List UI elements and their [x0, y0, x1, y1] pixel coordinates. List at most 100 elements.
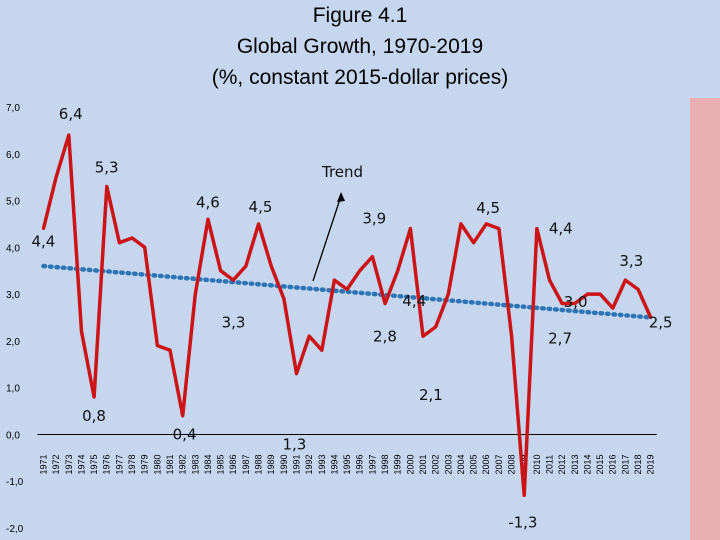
data-point: [332, 278, 336, 282]
x-tick-label: 2004: [456, 454, 466, 474]
data-label: 0,4: [173, 426, 197, 444]
data-point: [370, 255, 374, 259]
x-tick-label: 1995: [342, 454, 352, 474]
y-tick-label: 7,0: [6, 103, 20, 114]
x-tick-label: 2008: [507, 454, 517, 474]
y-tick-label: -2,0: [6, 524, 24, 535]
data-point: [522, 493, 526, 497]
data-point: [548, 278, 551, 282]
data-label: 3,3: [222, 314, 246, 332]
x-tick-label: 1992: [304, 454, 314, 474]
x-tick-label: 2017: [620, 454, 630, 474]
data-point: [295, 372, 298, 376]
x-tick-label: 1984: [203, 454, 213, 474]
data-label: 4,5: [249, 198, 273, 216]
data-label: 4,4: [402, 292, 426, 310]
data-label: -1,3: [508, 513, 537, 531]
y-tick-label: 0,0: [6, 430, 20, 441]
data-point: [42, 227, 45, 231]
x-tick-label: 1991: [292, 454, 302, 474]
data-label: 4,4: [32, 233, 56, 251]
y-tick-label: 5,0: [6, 197, 20, 208]
x-tick-label: 2001: [418, 454, 428, 474]
title-panel: Figure 4.1 Global Growth, 1970-2019 (%, …: [0, 0, 720, 98]
data-point: [408, 227, 412, 231]
y-tick-label: 1,0: [6, 384, 20, 395]
x-tick-label: 1980: [152, 454, 162, 474]
y-tick-label: 4,0: [6, 243, 20, 254]
data-point: [472, 241, 476, 245]
x-tick-label: 1977: [114, 454, 124, 474]
data-point: [535, 227, 539, 231]
x-tick-label: 2016: [608, 454, 618, 474]
data-point: [269, 264, 273, 268]
x-tick-label: 2018: [633, 454, 643, 474]
x-tick-label: 1993: [317, 454, 327, 474]
y-tick-label: 2,0: [6, 337, 20, 348]
x-tick-label: 1996: [355, 454, 365, 474]
data-point: [573, 301, 577, 305]
x-tick-label: 2012: [557, 454, 567, 474]
x-tick-label: 1989: [266, 454, 276, 474]
data-point: [155, 344, 159, 348]
data-point: [168, 348, 172, 352]
data-point: [636, 287, 640, 291]
data-point: [244, 264, 248, 268]
data-point: [358, 269, 362, 273]
data-label: 5,3: [95, 159, 119, 177]
data-label: 3,9: [362, 210, 386, 228]
x-tick-label: 1978: [127, 454, 137, 474]
x-tick-label: 2005: [469, 454, 479, 474]
x-tick-label: 1979: [140, 454, 150, 474]
x-tick-label: 1976: [102, 454, 112, 474]
x-tick-label: 1982: [178, 454, 188, 474]
y-tick-label: 6,0: [6, 150, 20, 161]
data-point: [320, 348, 324, 352]
data-label: 4,5: [476, 199, 500, 217]
x-tick-label: 1999: [393, 454, 403, 474]
data-label: 2,1: [419, 386, 443, 404]
data-point: [649, 316, 653, 319]
data-point: [231, 278, 235, 282]
x-tick-label: 2003: [443, 454, 453, 474]
data-point: [611, 306, 615, 310]
data-point: [117, 241, 121, 245]
data-point: [67, 133, 71, 137]
y-tick-label: -1,0: [6, 477, 24, 488]
chart-title-line-2: Global Growth, 1970-2019: [236, 35, 484, 58]
data-point: [143, 245, 147, 249]
data-point: [282, 297, 286, 301]
data-label: 0,8: [82, 407, 106, 425]
data-point: [307, 334, 311, 338]
data-point: [79, 330, 83, 334]
data-label: 2,8: [373, 327, 397, 345]
data-label: 2,7: [548, 329, 572, 347]
x-tick-label: 1986: [228, 454, 238, 474]
data-point: [434, 325, 438, 329]
data-label: 3,0: [564, 293, 588, 311]
data-point: [206, 217, 210, 221]
x-tick-label: 2015: [595, 454, 605, 474]
data-point: [446, 292, 450, 296]
x-tick-label: 2006: [481, 454, 491, 474]
x-tick-label: 1994: [329, 454, 339, 474]
growth-series-line: [41, 133, 653, 498]
x-tick-label: 1981: [165, 454, 175, 474]
x-tick-label: 1998: [380, 454, 390, 474]
x-tick-label: 1971: [39, 454, 49, 474]
data-point: [193, 292, 197, 296]
data-label: 6,4: [59, 105, 83, 123]
data-point: [219, 269, 223, 273]
data-point: [421, 334, 425, 338]
data-point: [257, 222, 261, 226]
x-tick-label: 2014: [582, 454, 592, 474]
x-tick-label: 2019: [646, 454, 656, 474]
data-point: [396, 269, 400, 273]
data-point: [92, 395, 96, 399]
data-point: [560, 301, 564, 305]
data-point: [105, 185, 109, 189]
trend-annotation-label: Trend: [321, 163, 363, 181]
data-label: 4,6: [196, 193, 220, 211]
data-point: [345, 287, 349, 291]
